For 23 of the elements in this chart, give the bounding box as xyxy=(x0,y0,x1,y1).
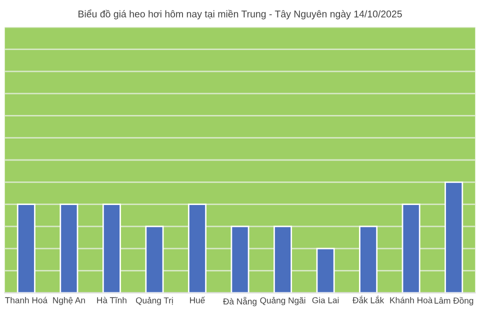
x-tick-label: Gia Lai xyxy=(312,296,339,304)
bar xyxy=(444,181,464,293)
bar xyxy=(402,204,420,293)
x-tick-label: Đắk Lắk xyxy=(352,296,384,304)
bar xyxy=(102,204,121,293)
x-tick-label: Quảng Ngãi xyxy=(260,296,306,306)
bar xyxy=(316,248,335,293)
x-tick-label: Thanh Hoá xyxy=(5,296,48,304)
x-tick-label: Khánh Hoà xyxy=(390,296,433,304)
x-tick-label: Nghệ An xyxy=(53,296,85,306)
x-tick-label: Đà Nẵng xyxy=(223,296,256,306)
bar xyxy=(359,226,378,293)
bar xyxy=(188,204,206,293)
x-tick-label: Quảng Trị xyxy=(136,296,173,306)
bar xyxy=(230,226,250,293)
chart-title: Biểu đồ giá heo hơi hôm nay tại miền Trung - Tây Nguyên ngày 14/10/2025 xyxy=(78,9,402,20)
x-tick-label: Huế xyxy=(190,296,206,304)
bar xyxy=(16,204,36,293)
bar xyxy=(60,204,78,293)
bar xyxy=(145,226,164,293)
bar xyxy=(274,226,292,293)
x-tick-label: Lâm Đồng xyxy=(434,296,474,306)
x-tick-label: Hà Tĩnh xyxy=(97,296,126,304)
